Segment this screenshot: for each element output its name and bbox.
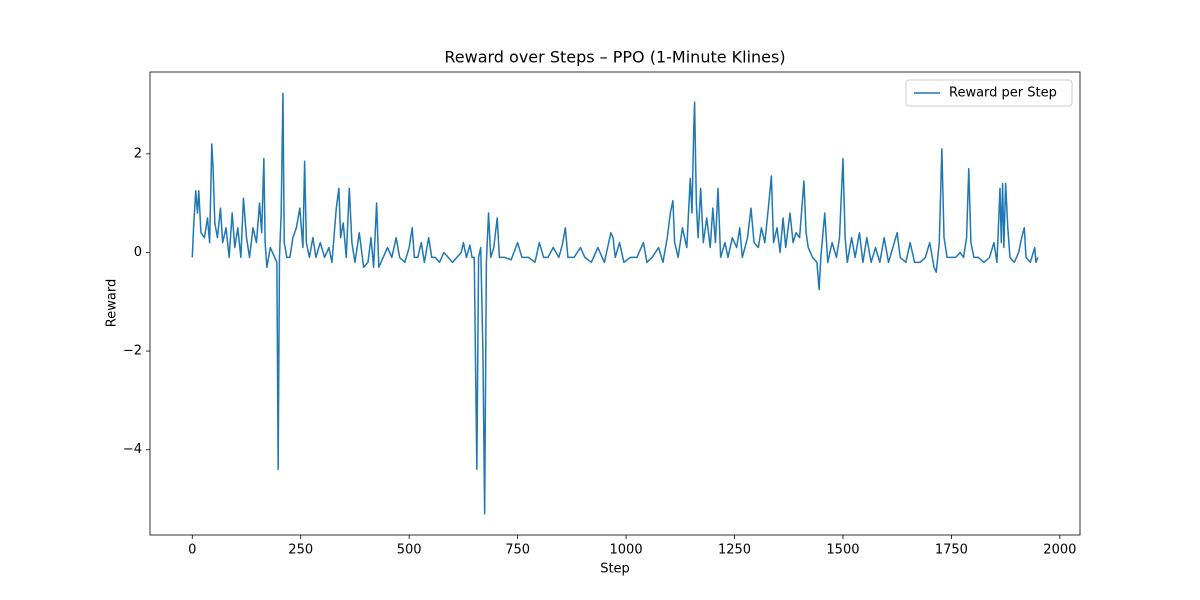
chart-title: Reward over Steps – PPO (1-Minute Klines… (444, 48, 785, 67)
line-series (191, 92, 1039, 515)
legend-label: Reward per Step (949, 86, 1057, 101)
legend-box (905, 79, 1073, 107)
x-tick-label: 1750 (935, 543, 968, 558)
x-tick-label: 1000 (610, 543, 643, 558)
x-tick-label: 750 (505, 543, 530, 558)
x-tick-label: 500 (397, 543, 422, 558)
x-tick-label: 1250 (718, 543, 751, 558)
x-axis-label: Step (600, 562, 630, 577)
x-tick-label: 2000 (1043, 543, 1076, 558)
y-axis-label: Reward (105, 279, 120, 327)
y-tick-label: 2 (134, 146, 142, 161)
x-tick-label: 250 (288, 543, 313, 558)
y-tick-label: 0 (134, 245, 142, 260)
y-tick-label: −2 (123, 344, 142, 359)
y-tick-label: −4 (123, 442, 142, 457)
axes-frame (149, 71, 1081, 536)
x-tick-label: 0 (188, 543, 196, 558)
x-tick-label: 1500 (826, 543, 859, 558)
